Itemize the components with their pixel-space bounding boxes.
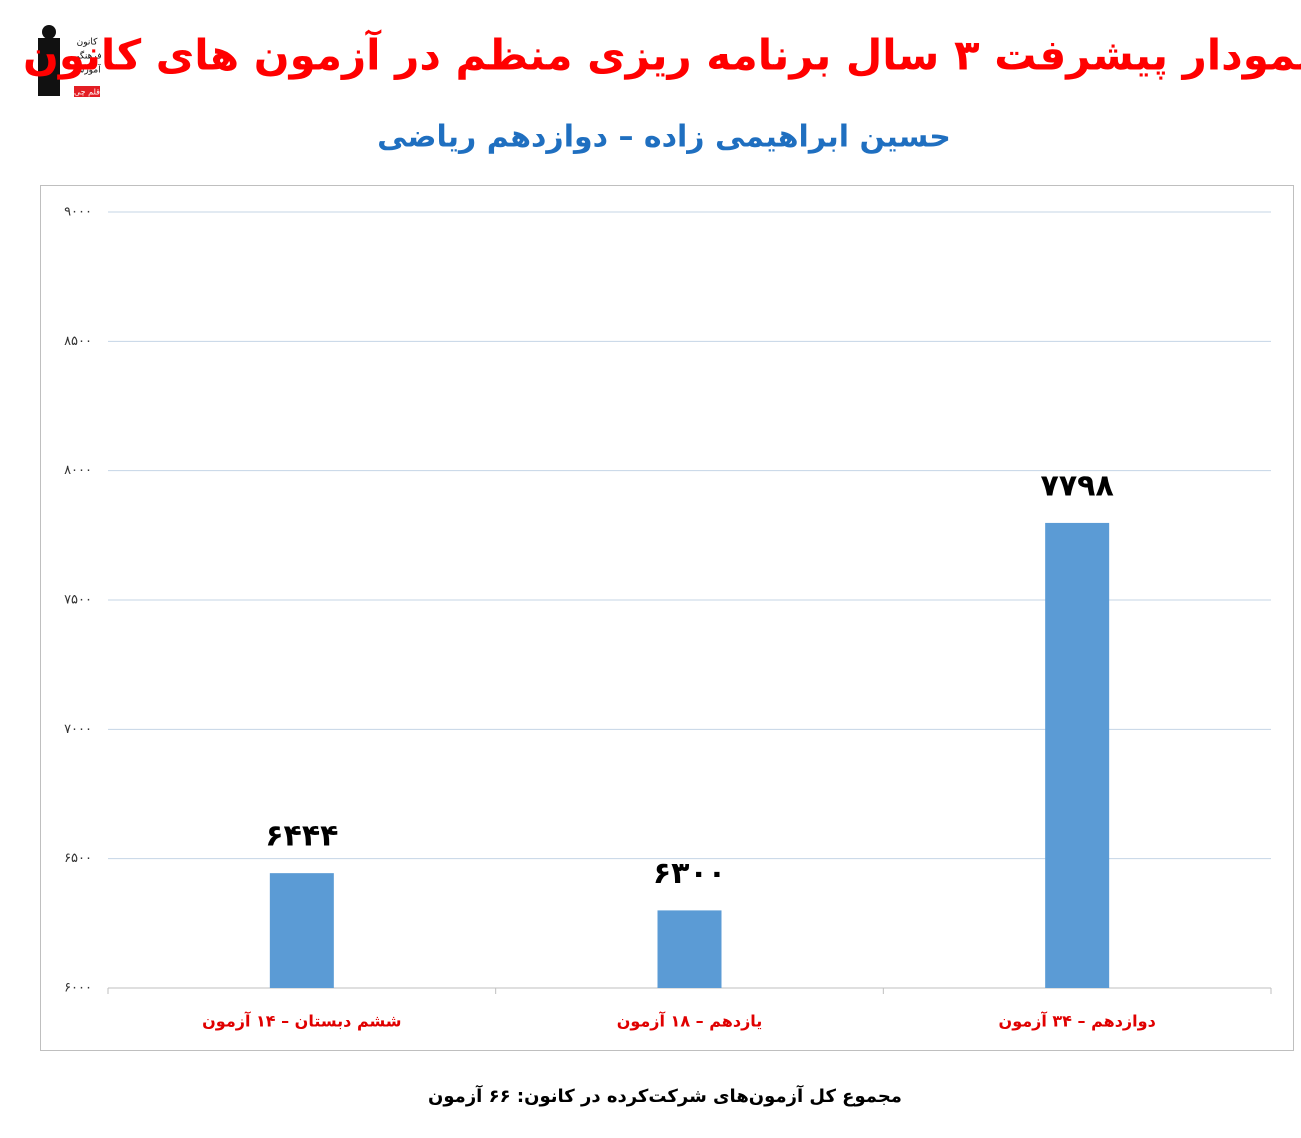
y-tick-label: ۷۵۰۰ [64, 593, 92, 608]
chart-subtitle: حسین ابراهیمی زاده – دوازدهم ریاضی [377, 120, 951, 155]
y-tick-label: ۶۰۰۰ [64, 981, 92, 996]
bar [657, 910, 722, 988]
logo-text: قلم چی [74, 88, 100, 97]
chart-title: نمودار پیشرفت ۳ سال برنامه ریزی منظم در … [23, 30, 1301, 81]
y-tick-label: ۸۵۰۰ [64, 334, 92, 349]
chart-frame [40, 185, 1294, 1051]
x-tick-label: دوازدهم – ۳۴ آزمون [999, 1011, 1156, 1031]
logo-text: فرهنگی [72, 50, 101, 62]
y-tick-label: ۸۰۰۰ [64, 463, 92, 478]
y-tick-label: ۹۰۰۰ [64, 205, 92, 220]
logo-text: کانون [77, 38, 99, 48]
logo-head [42, 25, 56, 39]
x-tick-label: ششم دبستان – ۱۴ آزمون [202, 1011, 401, 1031]
logo-text: آموزش [73, 64, 101, 76]
footer-note: مجموع کل آزمون‌های شرکت‌کرده در کانون: ۶… [428, 1084, 902, 1107]
logo-badge [74, 86, 100, 97]
bar [269, 873, 334, 988]
data-label: ۶۴۴۴ [265, 819, 338, 854]
y-tick-label: ۶۵۰۰ [64, 851, 92, 866]
y-tick-label: ۷۰۰۰ [64, 722, 92, 737]
x-tick-label: یازدهم – ۱۸ آزمون [617, 1011, 763, 1031]
data-label: ۷۷۹۸ [1041, 468, 1114, 503]
logo: کانون فرهنگی آموزش قلم چی [38, 25, 102, 97]
logo-figure [38, 38, 60, 96]
data-label: ۶۳۰۰ [653, 856, 726, 891]
bar [1045, 522, 1110, 988]
